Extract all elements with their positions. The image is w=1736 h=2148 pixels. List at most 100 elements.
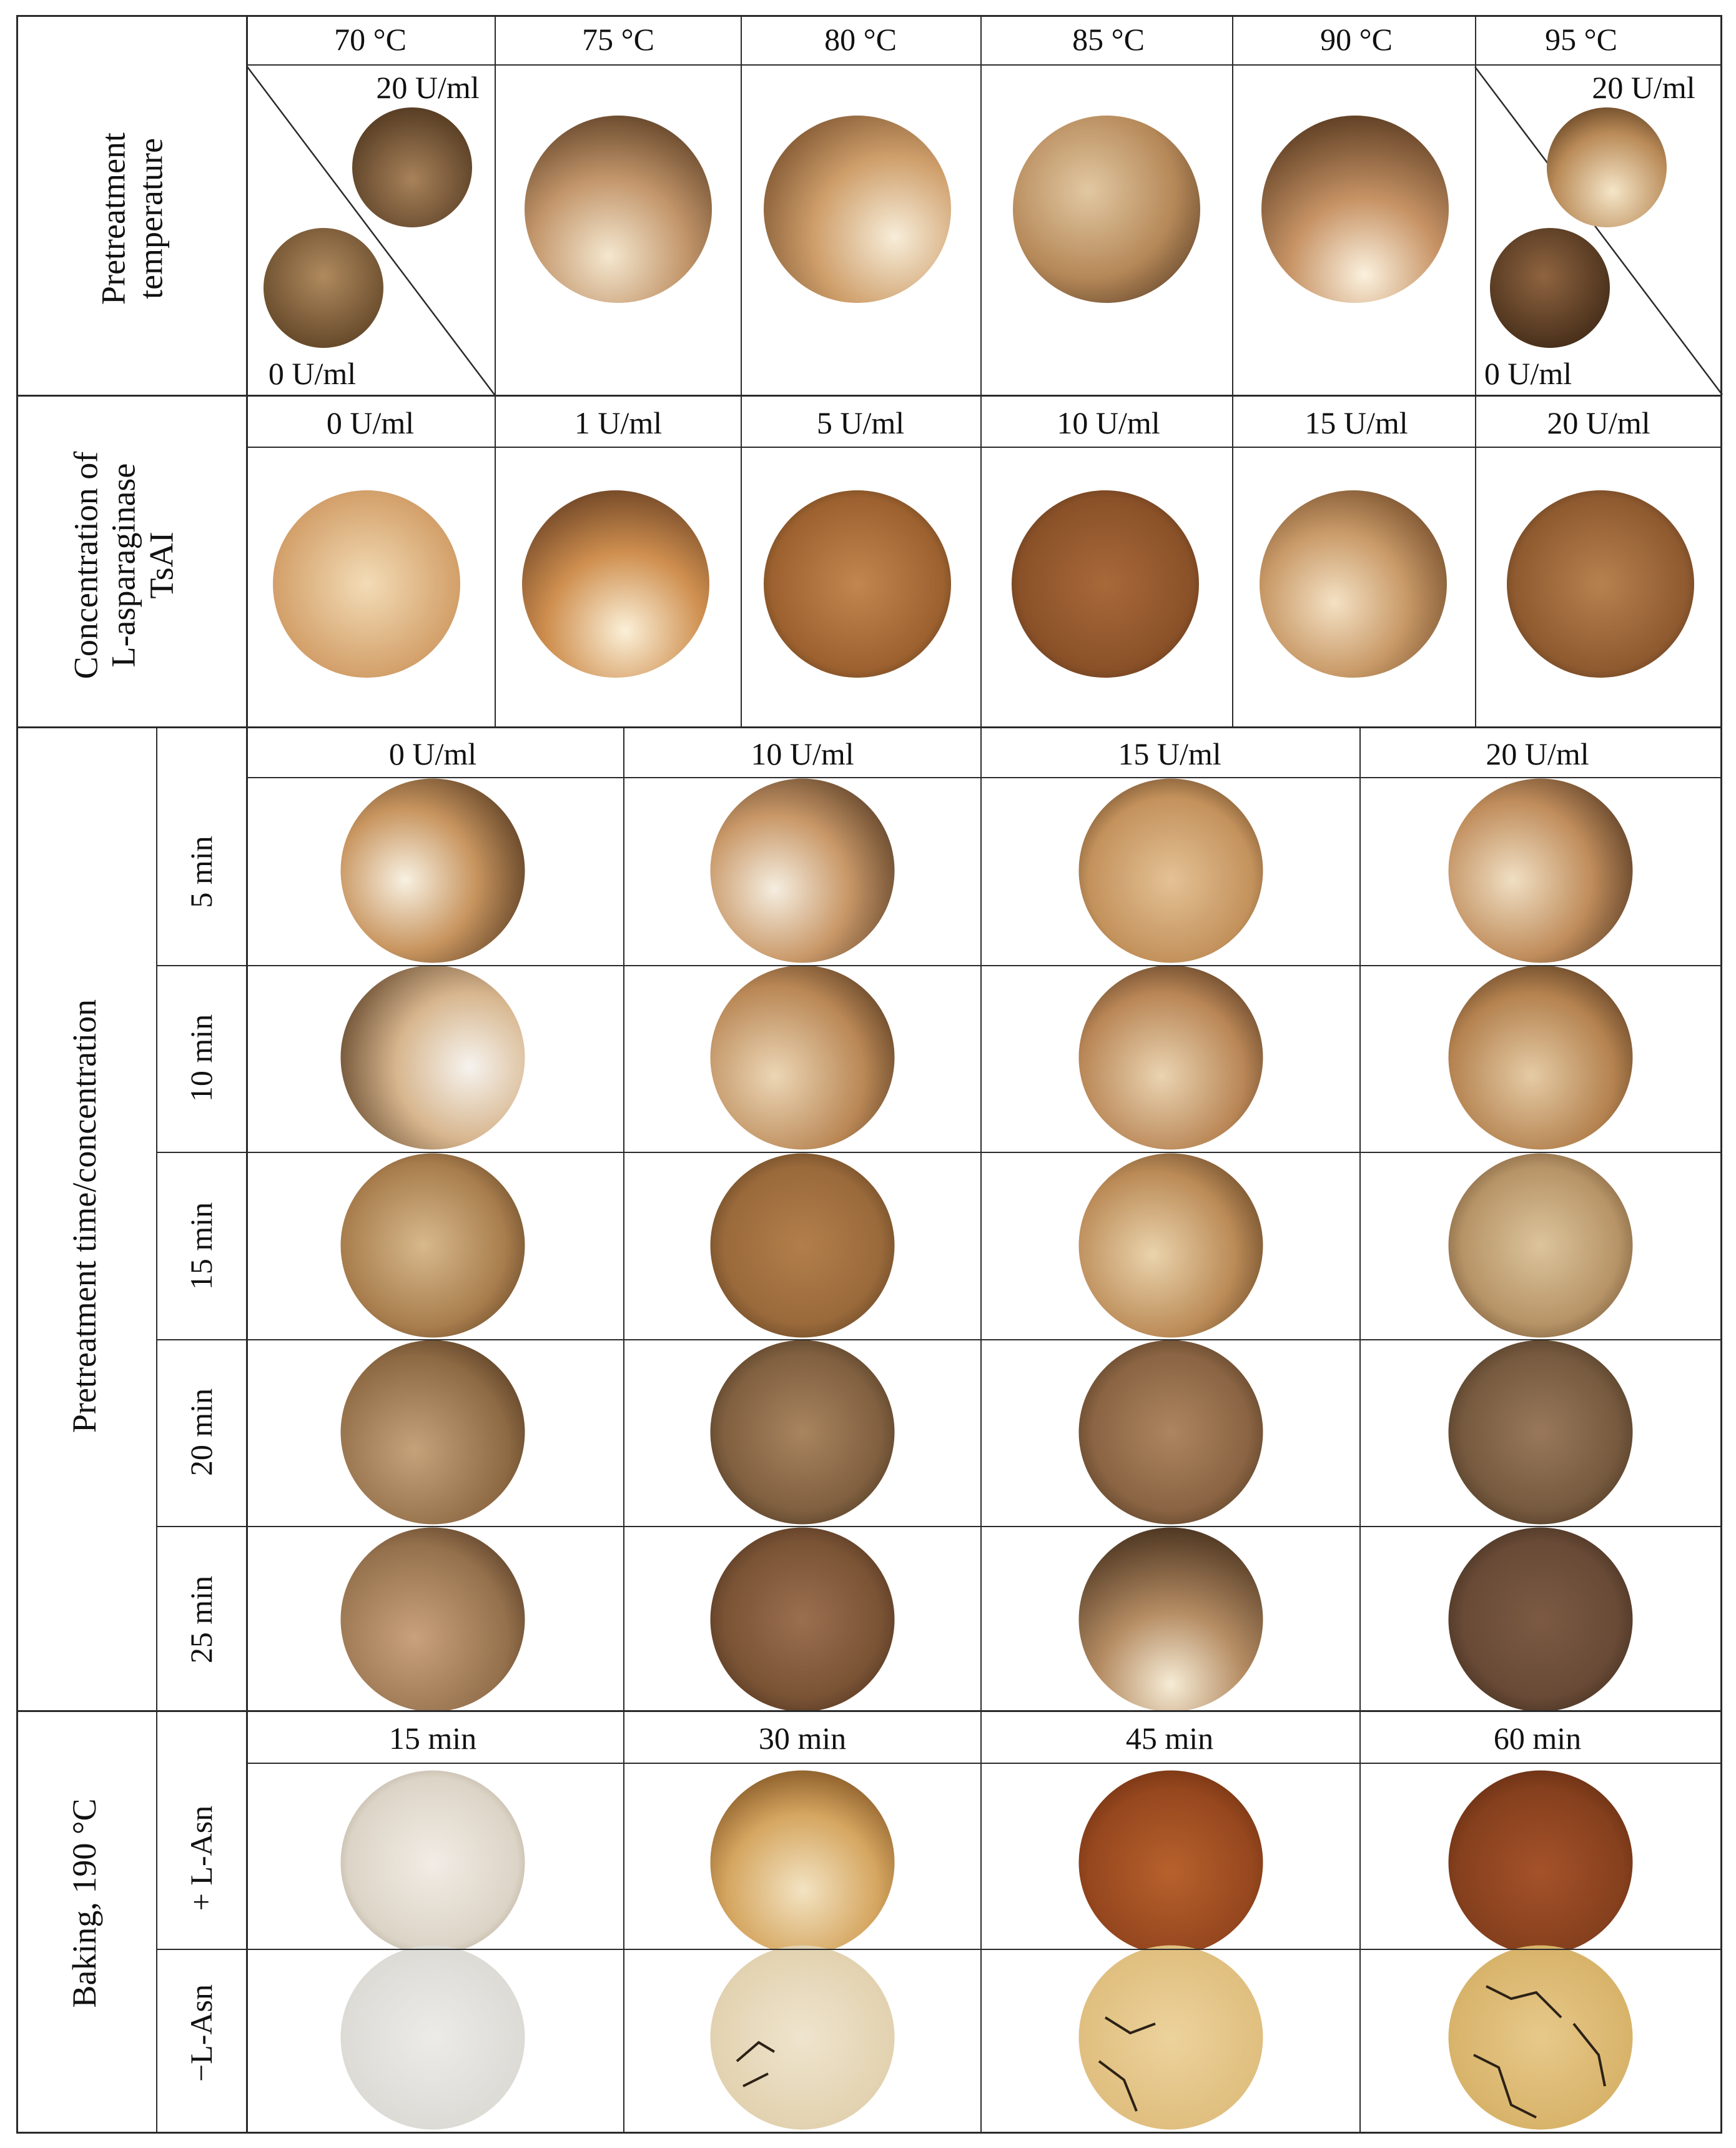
s2-header: 0 U/ml xyxy=(326,405,415,440)
sample-disc xyxy=(1078,1945,1263,2130)
s3-header: 20 U/ml xyxy=(1486,736,1589,771)
rule-line xyxy=(1720,15,1722,2134)
sample-disc xyxy=(1013,116,1200,303)
sample-disc xyxy=(1448,1340,1633,1525)
diagonal-line xyxy=(247,66,495,395)
sample-disc xyxy=(522,490,709,678)
crack xyxy=(1473,1985,1606,2119)
sample-disc xyxy=(525,116,712,303)
s3-header: 15 U/ml xyxy=(1118,736,1221,771)
sample-disc xyxy=(1260,490,1447,678)
s2-header: 20 U/ml xyxy=(1547,405,1650,440)
sample-disc xyxy=(340,965,525,1150)
rule-line xyxy=(16,1710,1722,1712)
sample-disc xyxy=(1448,1527,1633,1712)
crack xyxy=(1098,2016,1156,2112)
sample-disc xyxy=(1507,490,1694,678)
split-bottom-label: 0 U/ml xyxy=(1484,356,1572,391)
rule-line xyxy=(16,395,1722,397)
sample-disc xyxy=(1448,778,1633,963)
split-bottom-label: 0 U/ml xyxy=(268,356,357,391)
rule-line xyxy=(156,726,157,2134)
sample-disc xyxy=(1448,1945,1633,2130)
rule-line xyxy=(156,1152,1722,1153)
s3-header: 0 U/ml xyxy=(388,736,477,771)
s4-header: 45 min xyxy=(1125,1721,1214,1756)
sample-disc xyxy=(340,778,525,963)
rule-line xyxy=(246,64,1722,66)
sample-disc xyxy=(340,1153,525,1338)
sample-disc xyxy=(710,778,895,963)
sample-disc xyxy=(1448,1153,1633,1338)
sample-disc xyxy=(1078,965,1263,1150)
sample-disc xyxy=(1078,1527,1263,1712)
split-top-label: 20 U/ml xyxy=(376,70,480,105)
sample-disc xyxy=(340,1340,525,1525)
rule-line xyxy=(980,726,982,2134)
sample-disc xyxy=(1448,965,1633,1150)
rule-line xyxy=(16,15,18,2134)
sample-disc xyxy=(710,1340,895,1525)
sample-disc xyxy=(764,490,951,678)
rule-line xyxy=(246,777,1722,778)
s1-header: 75 °C xyxy=(582,22,654,57)
s2-header: 1 U/ml xyxy=(574,405,663,440)
rule-line xyxy=(1232,15,1233,728)
sample-disc xyxy=(710,965,895,1150)
sample-disc xyxy=(352,107,472,227)
rule-line xyxy=(156,1949,1722,1950)
rule-line xyxy=(16,726,1722,728)
s2-header: 10 U/ml xyxy=(1057,405,1160,440)
s3-header: 10 U/ml xyxy=(751,736,854,771)
rule-line xyxy=(495,15,496,728)
sample-disc xyxy=(340,1770,525,1955)
rule-line xyxy=(246,447,1722,448)
rule-line xyxy=(156,1526,1722,1527)
crack xyxy=(736,2041,776,2087)
sample-disc xyxy=(1261,116,1449,303)
rule-line xyxy=(1475,15,1476,728)
sample-disc xyxy=(340,1527,525,1712)
sample-disc xyxy=(710,1945,895,2130)
sample-disc xyxy=(264,228,383,348)
s1-header: 95 °C xyxy=(1545,22,1617,57)
split-top-label: 20 U/ml xyxy=(1592,70,1695,105)
sample-disc xyxy=(1490,228,1610,348)
sample-disc xyxy=(1012,490,1199,678)
rule-line xyxy=(741,15,742,728)
rule-line xyxy=(156,1339,1722,1340)
sample-disc xyxy=(1448,1770,1633,1955)
s1-header: 85 °C xyxy=(1072,22,1145,57)
s1-header: 70 °C xyxy=(334,22,407,57)
sample-disc xyxy=(340,1945,525,2130)
rule-line xyxy=(246,1763,1722,1764)
sample-disc xyxy=(1078,1153,1263,1338)
sample-disc xyxy=(1547,107,1667,227)
s1-header: 80 °C xyxy=(824,22,897,57)
s4-header: 60 min xyxy=(1493,1721,1582,1756)
s4-header: 15 min xyxy=(388,1721,477,1756)
sample-disc xyxy=(710,1770,895,1955)
s2-header: 5 U/ml xyxy=(816,405,905,440)
rule-line xyxy=(156,965,1722,966)
rule-line xyxy=(1359,726,1361,2134)
sample-disc xyxy=(1078,1340,1263,1525)
sample-disc xyxy=(273,490,460,678)
s4-header: 30 min xyxy=(758,1721,847,1756)
s2-header: 15 U/ml xyxy=(1304,405,1408,440)
rule-line xyxy=(246,15,248,728)
rule-line xyxy=(623,726,624,2134)
rule-line xyxy=(246,726,248,2134)
rule-line xyxy=(16,2132,1722,2134)
s1-header: 90 °C xyxy=(1320,22,1393,57)
rule-line xyxy=(16,15,1722,17)
sample-disc xyxy=(1078,1770,1263,1955)
sample-disc xyxy=(1078,778,1263,963)
sample-disc xyxy=(764,116,951,303)
sample-disc xyxy=(710,1153,895,1338)
diagonal-line xyxy=(1474,66,1723,395)
sample-disc xyxy=(710,1527,895,1712)
